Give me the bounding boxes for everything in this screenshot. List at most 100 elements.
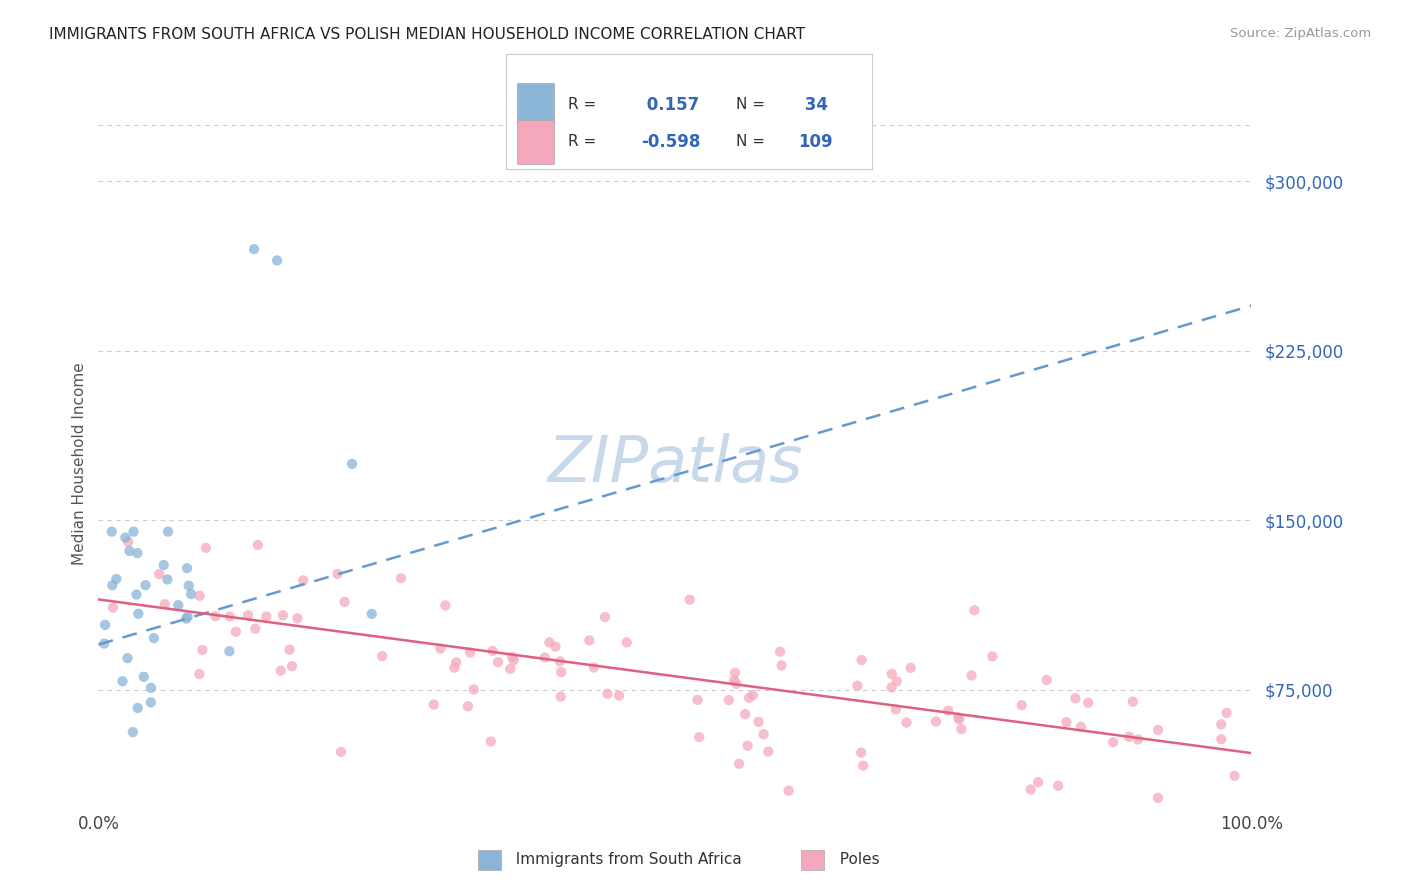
Text: R =: R = xyxy=(568,134,596,149)
Point xyxy=(142,631,165,645)
Point xyxy=(139,695,162,709)
Point xyxy=(340,457,363,471)
Point xyxy=(1070,720,1092,734)
Point xyxy=(738,690,761,705)
Text: 0.157: 0.157 xyxy=(641,95,700,113)
Point xyxy=(770,658,793,673)
Point xyxy=(117,651,139,665)
Point xyxy=(287,611,309,625)
Point xyxy=(463,682,485,697)
Point xyxy=(900,661,922,675)
Point xyxy=(330,745,353,759)
Point xyxy=(176,609,198,624)
Text: N =: N = xyxy=(737,97,765,112)
Point xyxy=(100,524,122,539)
Point xyxy=(981,649,1004,664)
Point xyxy=(725,677,748,691)
Point xyxy=(458,646,481,660)
Point xyxy=(246,538,269,552)
Text: N =: N = xyxy=(737,134,765,149)
Point xyxy=(849,746,872,760)
Text: IMMIGRANTS FROM SOUTH AFRICA VS POLISH MEDIAN HOUSEHOLD INCOME CORRELATION CHART: IMMIGRANTS FROM SOUTH AFRICA VS POLISH M… xyxy=(49,27,806,42)
Point xyxy=(1035,673,1057,687)
Point xyxy=(1019,782,1042,797)
Point xyxy=(950,722,973,736)
Point xyxy=(607,689,630,703)
Point xyxy=(1102,735,1125,749)
Point xyxy=(1223,769,1246,783)
Text: Source: ZipAtlas.com: Source: ZipAtlas.com xyxy=(1230,27,1371,40)
Point xyxy=(501,649,523,664)
FancyBboxPatch shape xyxy=(517,83,554,127)
Point xyxy=(734,707,756,722)
Point xyxy=(596,687,619,701)
Point xyxy=(548,654,571,668)
Point xyxy=(880,666,903,681)
Point xyxy=(127,701,149,715)
Point xyxy=(254,609,277,624)
Point xyxy=(292,574,315,588)
Point xyxy=(218,609,240,624)
Point xyxy=(139,681,162,695)
Point xyxy=(157,524,180,539)
Point xyxy=(960,668,983,682)
Point xyxy=(723,673,745,688)
Point xyxy=(360,607,382,621)
Point xyxy=(194,541,217,555)
Point xyxy=(499,662,522,676)
Point xyxy=(1215,706,1237,720)
FancyBboxPatch shape xyxy=(517,120,554,163)
Point xyxy=(125,588,148,602)
Point xyxy=(880,681,903,695)
Point xyxy=(884,702,907,716)
Y-axis label: Median Household Income: Median Household Income xyxy=(72,362,87,566)
Point xyxy=(245,622,267,636)
Point xyxy=(429,641,451,656)
Point xyxy=(1026,775,1049,789)
Point xyxy=(946,710,969,724)
Point xyxy=(851,653,873,667)
Point xyxy=(756,745,779,759)
Point xyxy=(686,693,709,707)
Point xyxy=(111,674,134,689)
Point xyxy=(457,699,479,714)
Text: 34: 34 xyxy=(799,95,828,113)
Point xyxy=(578,633,600,648)
Point xyxy=(94,618,117,632)
Text: Poles: Poles xyxy=(830,853,879,867)
Point xyxy=(167,598,190,612)
Point xyxy=(121,725,143,739)
Point xyxy=(550,690,572,704)
Text: 109: 109 xyxy=(799,133,834,151)
Point xyxy=(127,607,149,621)
Text: -0.598: -0.598 xyxy=(641,133,700,151)
Point xyxy=(748,714,770,729)
Point xyxy=(963,603,986,617)
Point xyxy=(925,714,948,729)
Text: ZIPatlas: ZIPatlas xyxy=(547,433,803,495)
Point xyxy=(550,665,572,680)
Point xyxy=(389,571,412,585)
Point xyxy=(152,558,174,572)
Point xyxy=(1126,732,1149,747)
Point xyxy=(1050,803,1073,817)
Point xyxy=(176,612,198,626)
Point xyxy=(846,679,869,693)
Point xyxy=(114,531,136,545)
Point xyxy=(1147,723,1170,737)
Point xyxy=(204,609,226,624)
Point xyxy=(616,635,638,649)
Point xyxy=(326,566,349,581)
Point xyxy=(118,544,141,558)
Point xyxy=(538,635,561,649)
Point xyxy=(101,578,124,592)
Point xyxy=(1011,698,1033,713)
Point xyxy=(444,656,467,670)
Point xyxy=(176,561,198,575)
Point xyxy=(191,643,214,657)
Point xyxy=(177,579,200,593)
Point xyxy=(1064,691,1087,706)
Point xyxy=(105,572,128,586)
Point xyxy=(486,655,509,669)
Point xyxy=(679,592,702,607)
